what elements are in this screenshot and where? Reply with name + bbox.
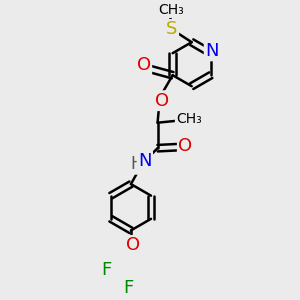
Text: O: O — [178, 137, 192, 155]
Text: O: O — [126, 236, 140, 254]
Text: O: O — [136, 56, 151, 74]
Text: F: F — [124, 279, 134, 297]
Text: N: N — [205, 42, 219, 60]
Text: F: F — [101, 261, 112, 279]
Text: CH₃: CH₃ — [158, 3, 184, 17]
Text: CH₃: CH₃ — [176, 112, 202, 126]
Text: S: S — [166, 20, 178, 38]
Text: H: H — [130, 155, 143, 173]
Text: O: O — [155, 92, 169, 110]
Text: N: N — [138, 152, 152, 170]
